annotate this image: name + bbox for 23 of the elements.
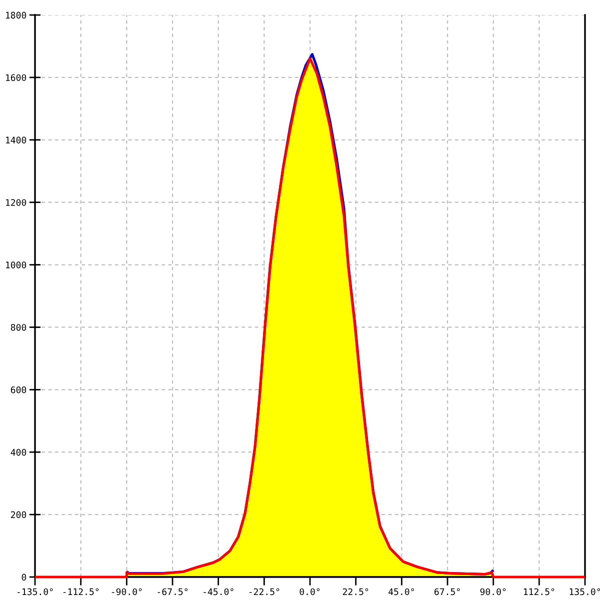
x-tick-label: -90.0° <box>112 588 142 596</box>
x-tick-label: -112.5° <box>63 588 99 596</box>
y-tick-label: 0 <box>22 574 26 581</box>
y-tick-label: 1800 <box>6 12 26 19</box>
x-tick-label: -67.5° <box>158 588 188 596</box>
x-tick-label: 0.0° <box>300 588 320 596</box>
y-tick-label: 800 <box>10 324 26 331</box>
x-tick-label: 112.5° <box>524 588 554 596</box>
y-tick-label: 1400 <box>6 136 26 144</box>
y-tick-label: 400 <box>10 448 26 456</box>
x-tick-label: 90.0° <box>480 588 506 596</box>
y-tick-label: 1600 <box>6 74 26 82</box>
x-tick-label: 22.5° <box>342 588 368 596</box>
x-tick-label: -22.5° <box>249 588 280 596</box>
y-tick-label: 200 <box>11 511 26 518</box>
y-tick-label: 1200 <box>6 199 26 206</box>
x-tick-label: -45.0° <box>204 588 234 596</box>
x-tick-label: 67.5° <box>434 588 460 596</box>
x-tick-label: 135.0° <box>570 588 600 596</box>
x-tick-label: -135.0° <box>18 588 53 596</box>
y-tick-label: 1000 <box>6 262 26 268</box>
x-tick-label: 45.0° <box>388 588 414 596</box>
y-tick-label: 600 <box>10 386 26 394</box>
